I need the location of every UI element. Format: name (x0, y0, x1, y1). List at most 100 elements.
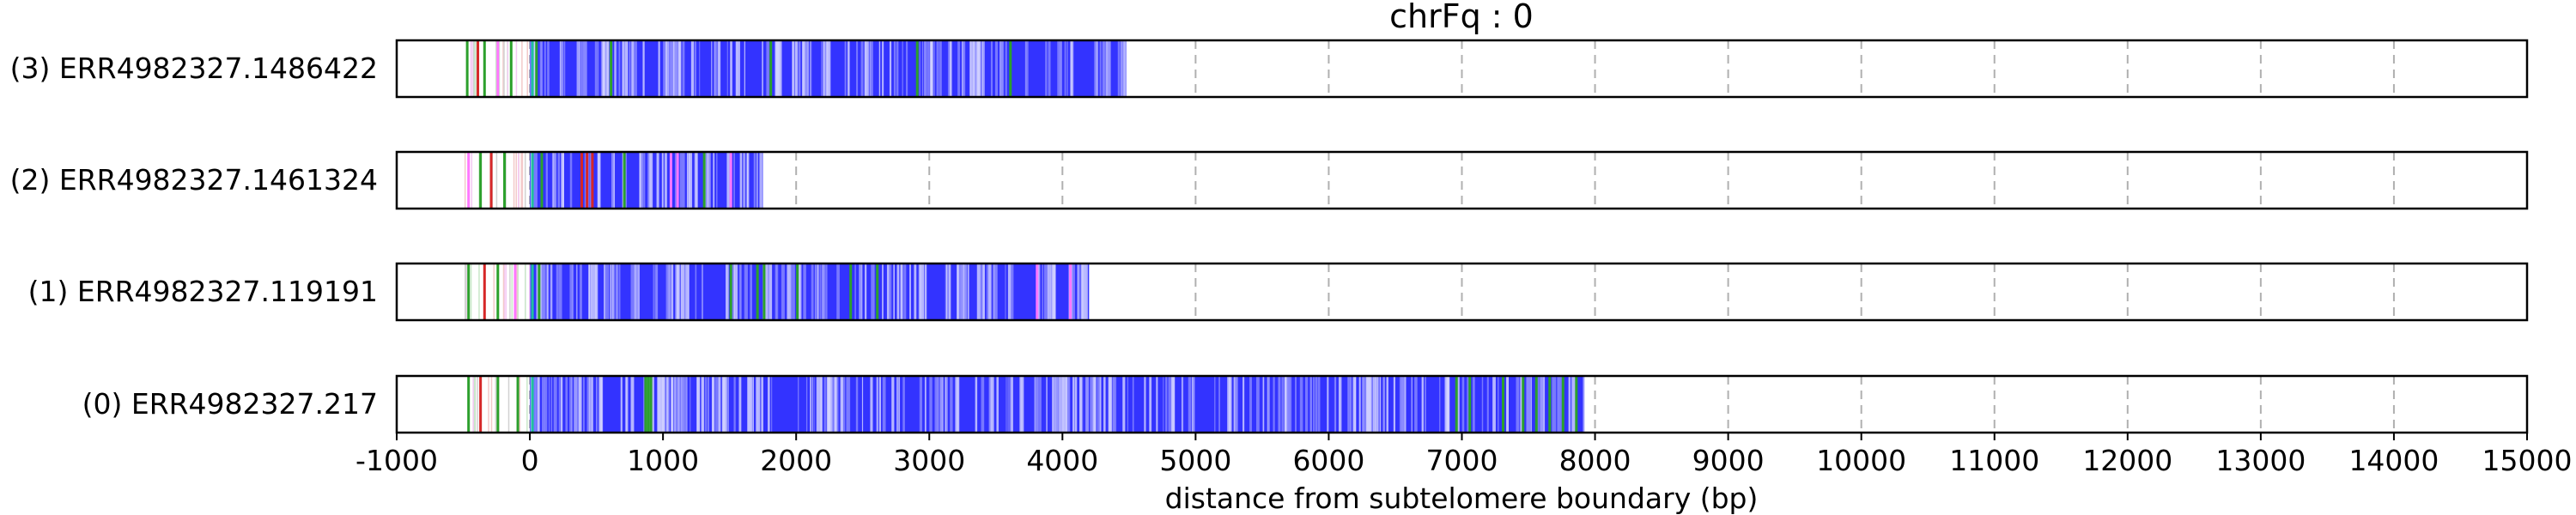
repeat-stripe (1255, 377, 1260, 432)
repeat-stripe (711, 41, 713, 96)
repeat-stripe (671, 377, 674, 432)
read-label: (2) ERR4982327.1461324 (10, 163, 378, 197)
repeat-stripe (1421, 377, 1425, 432)
repeat-stripe (901, 264, 903, 319)
repeat-stripe (1171, 377, 1176, 432)
repeat-stripe (836, 264, 840, 319)
repeat-stripe (865, 264, 866, 319)
repeat-stripe (1214, 377, 1216, 432)
repeat-stripe (1568, 377, 1571, 432)
repeat-stripe (680, 264, 683, 319)
repeat-stripe (694, 41, 696, 96)
x-tick-label: 11000 (1949, 444, 2039, 477)
repeat-stripe (760, 153, 762, 208)
repeat-stripe (1353, 377, 1357, 432)
repeat-stripe (878, 41, 881, 96)
subtelomere-stripe (526, 41, 528, 96)
repeat-stripe (605, 264, 608, 319)
motif-mark-pink (729, 153, 732, 208)
repeat-stripe (1305, 377, 1309, 432)
subtelomere-stripe (521, 153, 524, 208)
repeat-stripe (1233, 377, 1236, 432)
x-tick-label: 14000 (2348, 444, 2439, 477)
repeat-stripe (860, 41, 864, 96)
repeat-stripe (578, 377, 580, 432)
repeat-stripe (859, 264, 862, 319)
repeat-stripe (902, 41, 903, 96)
subtelomere-stripe (503, 41, 505, 96)
repeat-stripe (667, 41, 669, 96)
repeat-stripe (1461, 377, 1465, 432)
repeat-stripe (975, 377, 978, 432)
repeat-stripe (600, 41, 603, 96)
repeat-stripe (671, 41, 674, 96)
repeat-stripe (744, 264, 748, 319)
x-tick-label: 2000 (760, 444, 832, 477)
repeat-stripe (1066, 41, 1068, 96)
repeat-stripe (580, 41, 582, 96)
motif-mark-green (1468, 377, 1472, 432)
repeat-stripe (714, 41, 718, 96)
repeat-stripe (695, 264, 697, 319)
repeat-stripe (1066, 377, 1071, 432)
repeat-stripe (1335, 377, 1337, 432)
repeat-stripe (631, 41, 635, 96)
motif-mark-pink (1069, 264, 1072, 319)
repeat-stripe (1552, 377, 1554, 432)
subtelomere-stripe (472, 41, 475, 96)
repeat-stripe (595, 264, 598, 319)
repeat-stripe (924, 41, 927, 96)
motif-mark-pink (1036, 264, 1039, 319)
repeat-stripe (986, 264, 988, 319)
repeat-stripe (939, 377, 943, 432)
repeat-stripe (882, 264, 884, 319)
repeat-stripe (1045, 41, 1048, 96)
repeat-stripe (903, 264, 907, 319)
repeat-stripe (1467, 377, 1470, 432)
repeat-stripe (588, 377, 591, 432)
repeat-stripe (594, 41, 598, 96)
repeat-stripe (781, 264, 785, 319)
repeat-stripe (1188, 377, 1192, 432)
repeat-stripe (975, 41, 979, 96)
repeat-stripe (643, 153, 646, 208)
repeat-stripe (677, 264, 680, 319)
repeat-stripe (642, 41, 645, 96)
repeat-stripe (803, 264, 805, 319)
repeat-stripe (1035, 377, 1038, 432)
repeat-stripe (716, 153, 718, 208)
repeat-stripe (1327, 377, 1329, 432)
repeat-stripe (699, 41, 701, 96)
repeat-stripe (1347, 377, 1349, 432)
repeat-stripe (752, 377, 754, 432)
subtelomere-stripe (471, 153, 473, 208)
repeat-stripe (1557, 377, 1559, 432)
subtelomere-stripe (509, 264, 511, 319)
repeat-stripe (665, 41, 668, 96)
repeat-stripe (1019, 377, 1023, 432)
repeat-stripe (548, 377, 550, 432)
repeat-stripe (870, 41, 873, 96)
repeat-stripe (536, 153, 538, 208)
repeat-stripe (870, 377, 873, 432)
repeat-stripe (734, 264, 738, 319)
repeat-stripe (1402, 377, 1405, 432)
read-label: (1) ERR4982327.119191 (28, 275, 378, 308)
repeat-stripe (586, 377, 590, 432)
repeat-stripe (1376, 377, 1378, 432)
repeat-stripe (811, 377, 813, 432)
repeat-stripe (1379, 377, 1382, 432)
subtelomere-stripe (478, 264, 480, 319)
repeat-stripe (1218, 377, 1220, 432)
motif-mark-green (496, 264, 500, 319)
repeat-stripe (919, 264, 922, 319)
repeat-stripe (550, 377, 553, 432)
repeat-stripe (672, 41, 676, 96)
repeat-stripe (963, 264, 968, 319)
repeat-stripe (996, 264, 998, 319)
subtelomere-stripe (519, 377, 521, 432)
repeat-stripe (1235, 377, 1238, 432)
repeat-stripe (945, 264, 948, 319)
repeat-stripe (665, 377, 668, 432)
repeat-stripe (848, 377, 851, 432)
